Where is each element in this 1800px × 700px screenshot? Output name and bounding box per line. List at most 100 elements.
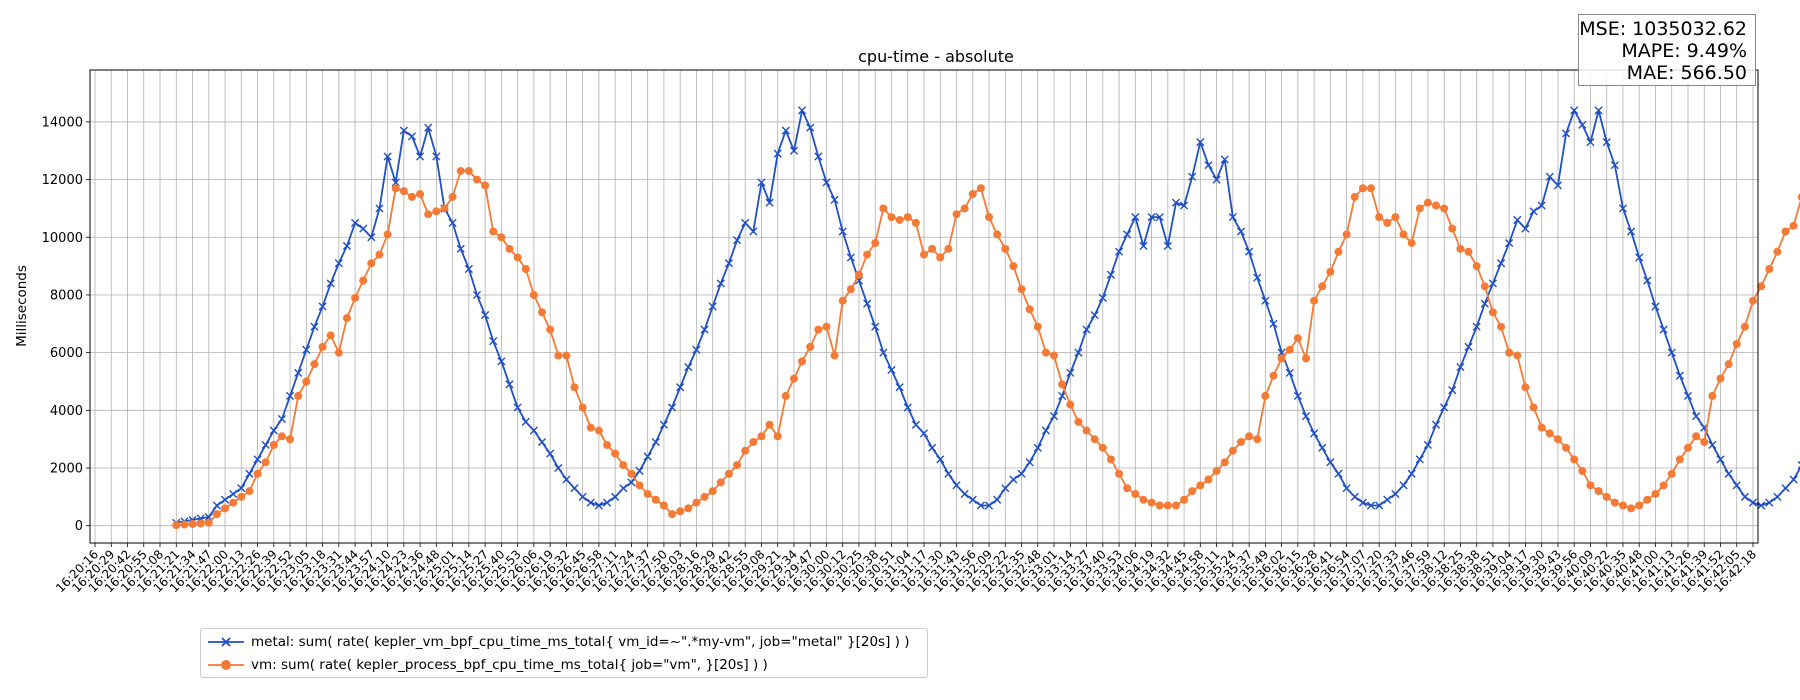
data-point — [871, 239, 880, 248]
data-point — [1724, 469, 1733, 478]
data-point — [1610, 161, 1619, 170]
data-point — [253, 455, 262, 464]
data-point — [1757, 501, 1766, 510]
mape-stat: MAPE: 9.49% — [1621, 40, 1747, 62]
data-point — [741, 218, 750, 227]
data-point — [643, 452, 652, 461]
data-point — [1448, 224, 1457, 233]
data-point — [432, 207, 441, 216]
data-point — [1724, 360, 1733, 369]
data-point — [1318, 282, 1327, 291]
data-point — [1123, 484, 1132, 493]
data-point — [1627, 504, 1636, 513]
data-point — [1716, 455, 1725, 464]
data-point — [1350, 192, 1359, 201]
data-point — [651, 495, 660, 504]
data-point — [749, 438, 758, 447]
data-point — [668, 510, 677, 519]
data-point — [692, 345, 701, 354]
data-point — [643, 489, 652, 498]
data-point — [1269, 371, 1278, 380]
data-point — [1513, 351, 1522, 360]
data-point — [1497, 322, 1506, 331]
data-point — [659, 420, 669, 429]
data-point — [1391, 489, 1400, 499]
data-point — [367, 233, 376, 242]
data-point — [318, 342, 327, 351]
data-point — [391, 184, 400, 193]
data-point — [342, 314, 351, 323]
data-point — [472, 175, 481, 184]
data-point — [529, 426, 538, 435]
data-point — [407, 132, 417, 141]
data-point — [1521, 224, 1530, 233]
mse-stat: MSE: 1035032.62 — [1579, 18, 1747, 40]
data-point — [895, 215, 904, 224]
data-point — [676, 507, 685, 516]
data-point — [1050, 351, 1059, 360]
data-point — [1464, 247, 1473, 256]
data-point — [261, 458, 270, 467]
data-point — [399, 126, 408, 135]
data-point — [1033, 443, 1042, 452]
data-point — [1602, 138, 1611, 147]
data-point — [667, 403, 677, 412]
data-point — [1383, 495, 1392, 504]
legend: metal: sum( rate( kepler_vm_bpf_cpu_time… — [200, 628, 928, 678]
data-point — [1407, 239, 1416, 248]
data-point — [627, 469, 636, 478]
data-point — [1285, 368, 1294, 377]
data-point — [1456, 244, 1465, 253]
data-point — [1253, 273, 1262, 282]
data-point — [1749, 296, 1757, 305]
data-point — [212, 510, 221, 519]
data-point — [1480, 299, 1489, 308]
data-point — [448, 192, 457, 201]
data-point — [537, 437, 547, 447]
data-point — [367, 259, 376, 268]
data-point — [1415, 204, 1424, 213]
data-point — [887, 213, 896, 222]
data-point — [1106, 270, 1116, 279]
data-point — [570, 383, 579, 392]
data-point — [1488, 308, 1497, 317]
data-point — [1431, 420, 1441, 429]
data-point — [1074, 417, 1083, 426]
data-point — [1692, 412, 1701, 421]
data-point — [188, 519, 197, 528]
data-point — [1236, 438, 1245, 447]
data-point — [1602, 492, 1611, 501]
data-point — [928, 244, 937, 253]
data-point — [1570, 455, 1579, 464]
y-tick-label: 12000 — [42, 173, 83, 188]
data-point — [1375, 501, 1384, 510]
data-point — [505, 380, 514, 389]
data-point — [294, 391, 303, 400]
data-point — [521, 417, 530, 426]
data-point — [1618, 204, 1628, 213]
data-point — [968, 190, 977, 199]
data-point — [1781, 227, 1790, 236]
data-point — [1700, 438, 1709, 447]
data-point — [1017, 469, 1026, 478]
data-point — [416, 190, 425, 199]
data-point — [1179, 201, 1189, 210]
data-point — [1399, 230, 1408, 239]
data-point — [789, 146, 799, 155]
data-point — [1033, 322, 1042, 331]
data-point — [1017, 285, 1026, 294]
data-point — [1789, 221, 1798, 230]
data-point — [237, 492, 246, 501]
axis-ticks: 16:20:1616:20:2916:20:4216:20:5516:21:08… — [42, 115, 1759, 595]
data-point — [659, 501, 668, 510]
data-point — [911, 218, 920, 227]
data-point — [1188, 172, 1197, 181]
data-point — [1261, 391, 1270, 400]
data-point — [375, 250, 384, 259]
data-point — [619, 461, 628, 470]
data-point — [1236, 227, 1246, 236]
data-point — [1261, 296, 1270, 305]
data-point — [1001, 484, 1010, 493]
data-point — [1066, 368, 1075, 377]
data-point — [1732, 481, 1741, 490]
